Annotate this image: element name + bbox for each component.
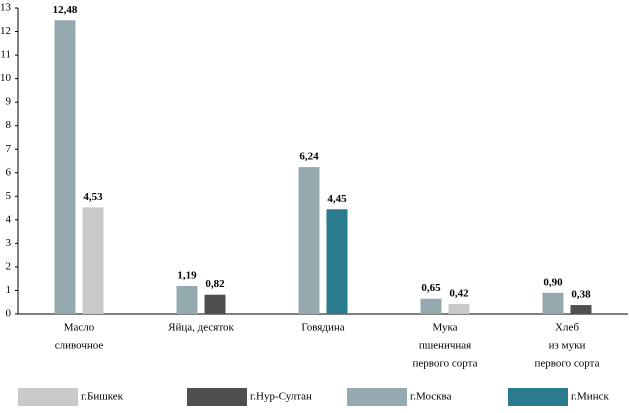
value-label: 4,45: [327, 193, 347, 205]
legend-swatch: [508, 388, 568, 406]
value-label: 0,65: [421, 282, 441, 294]
bar: [176, 285, 198, 314]
value-label: 1,19: [177, 270, 197, 282]
y-tick-label: 13: [0, 2, 12, 14]
y-tick-label: 2: [6, 260, 12, 272]
x-tick-label: первого сорта: [413, 358, 478, 370]
y-tick-label: 0: [6, 308, 12, 320]
y-tick-label: 3: [6, 237, 12, 249]
y-tick-label: 6: [6, 166, 12, 178]
legend-swatch: [187, 388, 247, 406]
x-tick-label: пшеничная: [419, 340, 471, 352]
y-tick-label: 11: [0, 49, 11, 61]
legend-swatch: [18, 388, 78, 406]
legend-swatch: [347, 388, 407, 406]
x-tick-label: первого сорта: [535, 358, 600, 370]
bar: [82, 207, 104, 314]
y-tick-label: 8: [6, 119, 12, 131]
value-label: 0,82: [205, 278, 225, 290]
bar: [54, 20, 76, 315]
legend-label: г.Москва: [410, 391, 452, 403]
y-tick-label: 4: [6, 213, 12, 225]
value-label: 0,38: [571, 289, 591, 301]
y-tick-label: 9: [6, 96, 12, 108]
y-tick-label: 12: [0, 25, 11, 37]
bar: [326, 209, 348, 314]
value-label: 0,42: [449, 288, 469, 300]
bar: [570, 305, 592, 314]
y-tick-label: 1: [6, 284, 12, 296]
x-tick-label: Масло: [64, 322, 95, 334]
value-label: 0,90: [543, 276, 563, 288]
x-tick-label: Хлеб: [555, 322, 579, 334]
bar: [542, 292, 564, 314]
x-tick-label: сливочное: [55, 340, 104, 352]
bar: [448, 304, 470, 314]
legend-label: г.Бишкек: [81, 391, 124, 403]
x-tick-label: Мука: [432, 322, 457, 334]
legend-label: г.Минск: [571, 391, 609, 403]
y-tick-label: 7: [6, 143, 12, 155]
bar: [204, 294, 226, 314]
y-tick-label: 10: [0, 72, 12, 84]
y-tick-label: 5: [6, 190, 12, 202]
bar: [298, 167, 320, 314]
x-tick-label: Яйца, десяток: [168, 322, 234, 334]
value-label: 6,24: [299, 151, 319, 163]
value-label: 4,53: [83, 191, 103, 203]
x-tick-label: Говядина: [301, 322, 344, 334]
x-tick-label: из муки: [549, 340, 586, 352]
legend-label: г.Нур-Султан: [250, 391, 312, 403]
value-label: 12,48: [53, 4, 78, 16]
bar: [420, 298, 442, 314]
